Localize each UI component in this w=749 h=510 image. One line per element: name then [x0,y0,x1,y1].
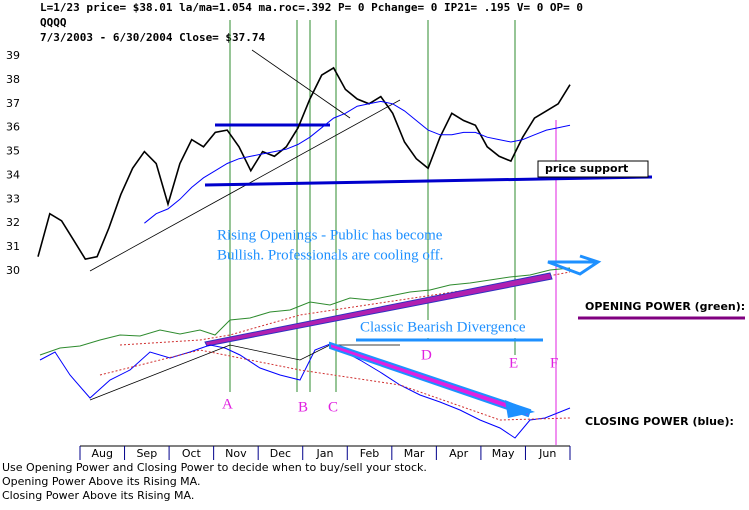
x-tick-label: Sep [136,447,157,460]
header-range: 7/3/2003 - 6/30/2004 Close= $37.74 [40,31,266,44]
price-line [37,66,571,260]
y-tick-label: 31 [6,240,20,253]
x-tick-label: Nov [225,447,247,460]
closing-power-ma [99,349,571,421]
annotation: Rising Openings - Public has become [217,227,443,243]
y-tick-label: 37 [6,97,20,110]
point-label: C [328,399,338,415]
point-label: F [550,355,558,371]
point-label: E [509,355,518,371]
cp-label: CLOSING POWER (blue): [585,415,734,428]
x-tick-label: Dec [270,447,291,460]
closing-power [39,343,571,439]
y-tick-label: 34 [6,168,20,181]
footer-line: Opening Power Above its Rising MA. [2,475,201,488]
cp-trendline [89,344,400,401]
footer-line: Closing Power Above its Rising MA. [2,489,194,502]
x-tick-label: Jan [316,447,334,460]
point-label: D [421,347,432,363]
header-symbol: QQQQ [40,16,67,29]
divergence-box [356,320,543,338]
y-tick-label: 36 [6,121,20,134]
annotation: Bullish. Professionals are cooling off. [217,247,443,263]
y-tick-label: 33 [6,192,20,205]
arrow [329,341,532,418]
support-label: price support [545,162,628,175]
y-tick-label: 35 [6,145,20,158]
x-tick-label: May [492,447,515,460]
annotation: Classic Bearish Divergence [360,319,526,335]
x-tick-label: Apr [449,447,469,460]
x-tick-label: Feb [360,447,379,460]
op-label: OPENING POWER (green): [585,300,745,313]
support-line [204,175,653,187]
arrow-head [547,254,602,276]
point-label: B [298,399,308,415]
support-box [537,160,649,178]
y-tick-label: 38 [6,73,20,86]
x-tick-label: Jun [538,447,556,460]
x-tick-label: Mar [404,447,425,460]
ma-line [144,100,571,224]
trendline [251,49,351,119]
footer-line: Use Opening Power and Closing Power to d… [2,461,427,474]
opening-power [39,267,571,356]
y-tick-label: 39 [6,49,20,62]
arrow [204,272,553,347]
y-tick-label: 32 [6,216,20,229]
signal-lines [229,20,516,392]
x-tick-label: Oct [182,447,202,460]
point-label: A [222,396,233,412]
header-stats: L=1/23 price= $38.01 la/ma=1.054 ma.roc=… [40,1,583,14]
y-tick-label: 30 [6,264,20,277]
arrow-head [505,400,535,418]
x-tick-label: Aug [92,447,113,460]
